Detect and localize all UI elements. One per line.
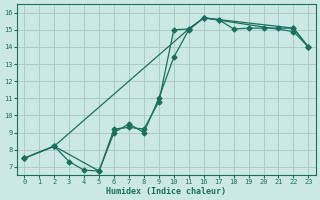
X-axis label: Humidex (Indice chaleur): Humidex (Indice chaleur)	[106, 187, 226, 196]
